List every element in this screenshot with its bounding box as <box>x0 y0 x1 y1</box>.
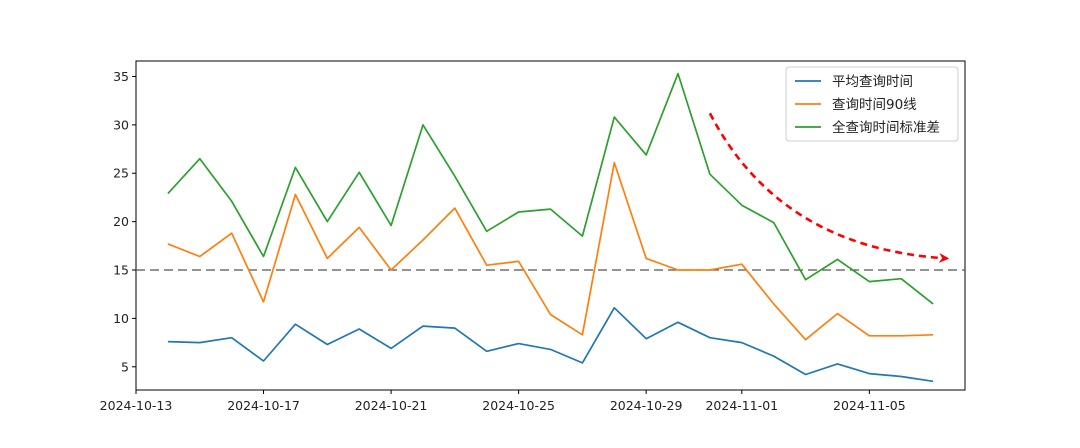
x-tick-label: 2024-10-17 <box>227 398 300 413</box>
legend-label: 平均查询时间 <box>832 74 913 90</box>
y-tick-label: 20 <box>113 214 129 229</box>
x-tick-label: 2024-10-13 <box>100 398 173 413</box>
y-tick-label: 30 <box>113 117 129 132</box>
series-line-2 <box>167 161 934 341</box>
y-axis: 5 10 15 20 25 30 35 <box>113 69 136 374</box>
y-tick-label: 10 <box>113 311 129 326</box>
y-tick-label: 25 <box>113 166 129 181</box>
x-tick-label: 2024-11-05 <box>833 398 906 413</box>
y-tick-label: 35 <box>113 69 129 84</box>
x-tick-label: 2024-10-29 <box>610 398 683 413</box>
series-line-1 <box>167 306 934 383</box>
y-tick-label: 5 <box>121 359 129 374</box>
legend-label: 全查询时间标准差 <box>832 119 940 136</box>
x-tick-label: 2024-10-21 <box>355 398 428 413</box>
legend-label: 查询时间90线 <box>832 97 917 113</box>
plot-frame <box>135 60 966 391</box>
y-tick-label: 15 <box>113 263 129 278</box>
legend-box <box>785 66 959 142</box>
x-axis: 2024-10-13 2024-10-17 2024-10-21 2024-10-25… <box>100 390 906 413</box>
trend-arrow <box>708 112 950 263</box>
x-tick-label: 2024-10-25 <box>482 398 555 413</box>
plot-area <box>135 60 966 391</box>
x-tick-label: 2024-11-01 <box>705 398 778 413</box>
series-line-3 <box>167 72 934 305</box>
